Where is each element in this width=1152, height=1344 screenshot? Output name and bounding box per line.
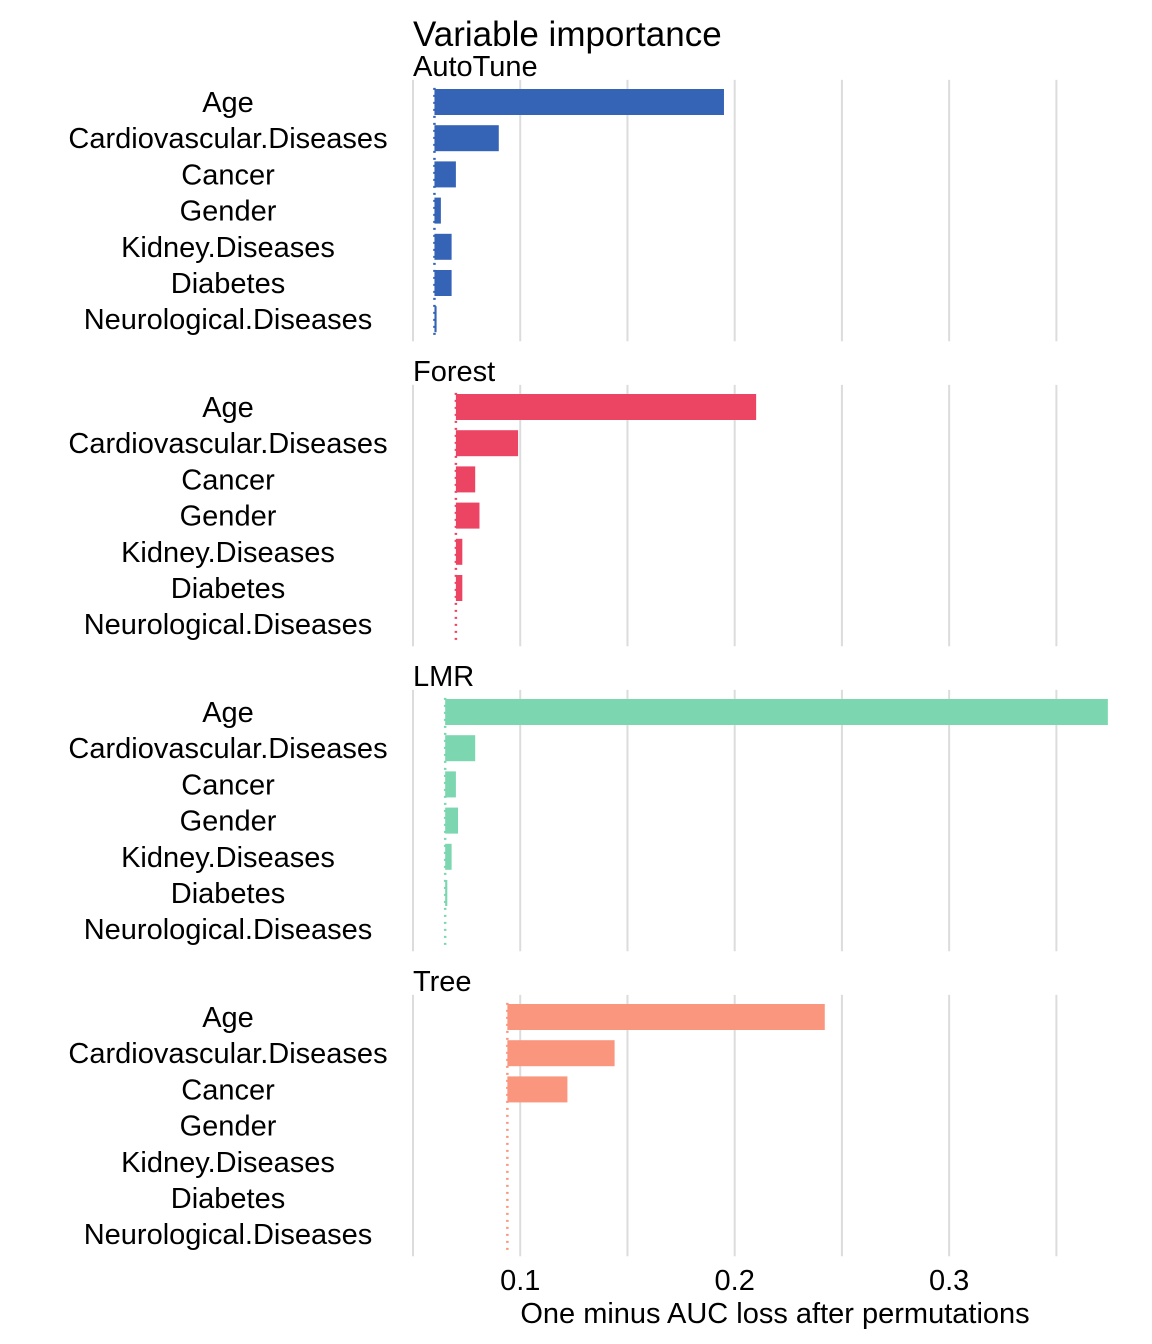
bar — [455, 575, 463, 601]
facet-panel-tree: Tree Age Cardiovascular.Diseases Cancer Gend… — [68, 966, 1058, 1257]
category-label: Age — [202, 697, 254, 729]
facet-panel-lmr: LMR Age Cardiovascular.Diseases Cancer Gende… — [68, 661, 1108, 952]
category-label: Gender — [180, 1111, 277, 1143]
chart-title: Variable importance — [413, 15, 722, 54]
bar — [455, 466, 476, 493]
category-label: Age — [202, 87, 254, 119]
category-label: Diabetes — [171, 268, 285, 300]
bar — [455, 394, 757, 420]
bar — [434, 270, 452, 296]
x-tick-label: 0.3 — [929, 1265, 969, 1297]
category-label: Cardiovascular.Diseases — [68, 428, 387, 460]
facet-panels: AutoTune Age Cardiovascular.Diseases Cancer… — [68, 51, 1108, 1257]
category-label: Cancer — [181, 769, 275, 801]
bar — [445, 771, 456, 798]
category-label: Cancer — [181, 464, 275, 496]
facet-label: Tree — [413, 966, 472, 998]
bar — [434, 125, 499, 152]
category-label: Cardiovascular.Diseases — [68, 123, 387, 155]
category-label: Kidney.Diseases — [121, 842, 335, 874]
facet-panel-autotune: AutoTune Age Cardiovascular.Diseases Cancer… — [68, 51, 1058, 342]
bar — [445, 735, 476, 762]
bar — [445, 843, 452, 870]
x-tick-label: 0.1 — [500, 1265, 540, 1297]
category-label: Neurological.Diseases — [84, 304, 373, 336]
bar — [445, 699, 1108, 725]
category-label: Cancer — [181, 1074, 275, 1106]
bar — [434, 89, 724, 115]
bar — [434, 197, 441, 224]
category-label: Age — [202, 1002, 254, 1034]
category-label: Diabetes — [171, 878, 285, 910]
facet-label: Forest — [413, 356, 495, 388]
bar — [455, 538, 463, 565]
facet-panel-forest: Forest Age Cardiovascular.Diseases Cancer Ge… — [68, 356, 1058, 647]
bar — [434, 161, 456, 188]
category-label: Neurological.Diseases — [84, 609, 373, 641]
category-label: Kidney.Diseases — [121, 537, 335, 569]
facet-label: LMR — [413, 661, 474, 693]
category-label: Gender — [180, 806, 277, 838]
x-axis: 0.1 0.2 0.3 — [500, 1265, 969, 1297]
category-label: Cardiovascular.Diseases — [68, 733, 387, 765]
category-label: Diabetes — [171, 1183, 285, 1215]
category-label: Kidney.Diseases — [121, 1147, 335, 1179]
category-label: Gender — [180, 196, 277, 228]
bar — [445, 880, 448, 906]
x-tick-label: 0.2 — [715, 1265, 755, 1297]
bar — [455, 502, 480, 529]
facet-label: AutoTune — [413, 51, 538, 83]
bar — [434, 233, 452, 260]
x-axis-title: One minus AUC loss after permutations — [520, 1298, 1029, 1330]
bar — [507, 1004, 825, 1030]
category-label: Neurological.Diseases — [84, 914, 373, 946]
category-label: Diabetes — [171, 573, 285, 605]
bar — [507, 1040, 615, 1067]
category-label: Cardiovascular.Diseases — [68, 1038, 387, 1070]
category-label: Kidney.Diseases — [121, 232, 335, 264]
bar — [507, 1076, 568, 1103]
bar — [445, 807, 459, 834]
category-label: Age — [202, 392, 254, 424]
category-label: Neurological.Diseases — [84, 1219, 373, 1251]
category-label: Gender — [180, 501, 277, 533]
category-label: Cancer — [181, 159, 275, 191]
bar — [455, 430, 519, 457]
